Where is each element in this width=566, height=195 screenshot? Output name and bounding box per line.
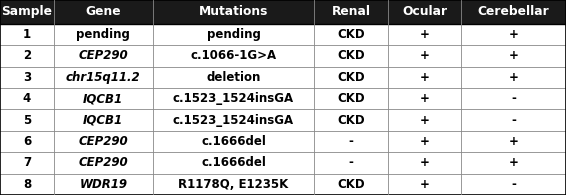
Text: CKD: CKD	[337, 71, 365, 84]
Text: CKD: CKD	[337, 49, 365, 62]
Text: Ocular: Ocular	[402, 5, 447, 18]
Text: CKD: CKD	[337, 92, 365, 105]
Text: c.1066-1G>A: c.1066-1G>A	[190, 49, 277, 62]
Text: CEP290: CEP290	[79, 49, 128, 62]
Bar	[0, 131, 566, 152]
Text: c.1666del: c.1666del	[201, 135, 266, 148]
Text: Renal: Renal	[332, 5, 370, 18]
Text: R1178Q, E1235K: R1178Q, E1235K	[178, 178, 289, 191]
Text: CKD: CKD	[337, 178, 365, 191]
Bar	[0, 67, 566, 88]
Text: +: +	[509, 49, 518, 62]
Bar	[0, 45, 566, 67]
Text: 2: 2	[23, 49, 31, 62]
Text: +: +	[419, 156, 430, 169]
Text: +: +	[419, 28, 430, 41]
Text: +: +	[419, 178, 430, 191]
Text: +: +	[509, 156, 518, 169]
Bar	[0, 0, 566, 24]
Text: 3: 3	[23, 71, 31, 84]
Text: +: +	[419, 135, 430, 148]
Text: IQCB1: IQCB1	[83, 92, 123, 105]
Text: -: -	[511, 178, 516, 191]
Bar	[0, 88, 566, 109]
Text: -: -	[349, 135, 353, 148]
Text: deletion: deletion	[206, 71, 261, 84]
Text: -: -	[511, 114, 516, 127]
Text: +: +	[419, 49, 430, 62]
Text: 8: 8	[23, 178, 31, 191]
Text: 4: 4	[23, 92, 31, 105]
Text: +: +	[509, 71, 518, 84]
Text: -: -	[349, 156, 353, 169]
Text: c.1666del: c.1666del	[201, 156, 266, 169]
Text: +: +	[419, 71, 430, 84]
Text: pending: pending	[207, 28, 260, 41]
Text: 6: 6	[23, 135, 31, 148]
Text: -: -	[511, 92, 516, 105]
Text: Sample: Sample	[1, 5, 53, 18]
Text: 1: 1	[23, 28, 31, 41]
Text: +: +	[509, 28, 518, 41]
Text: +: +	[509, 135, 518, 148]
Text: c.1523_1524insGA: c.1523_1524insGA	[173, 92, 294, 105]
Text: CKD: CKD	[337, 114, 365, 127]
Text: Mutations: Mutations	[199, 5, 268, 18]
Text: Cerebellar: Cerebellar	[478, 5, 550, 18]
Text: chr15q11.2: chr15q11.2	[66, 71, 140, 84]
Bar	[0, 109, 566, 131]
Text: +: +	[419, 114, 430, 127]
Text: 7: 7	[23, 156, 31, 169]
Bar	[0, 152, 566, 174]
Text: IQCB1: IQCB1	[83, 114, 123, 127]
Bar	[0, 24, 566, 45]
Text: 5: 5	[23, 114, 31, 127]
Text: CEP290: CEP290	[79, 135, 128, 148]
Text: CKD: CKD	[337, 28, 365, 41]
Text: +: +	[419, 92, 430, 105]
Text: Gene: Gene	[85, 5, 121, 18]
Text: CEP290: CEP290	[79, 156, 128, 169]
Text: WDR19: WDR19	[79, 178, 127, 191]
Text: c.1523_1524insGA: c.1523_1524insGA	[173, 114, 294, 127]
Bar	[0, 174, 566, 195]
Text: pending: pending	[76, 28, 130, 41]
